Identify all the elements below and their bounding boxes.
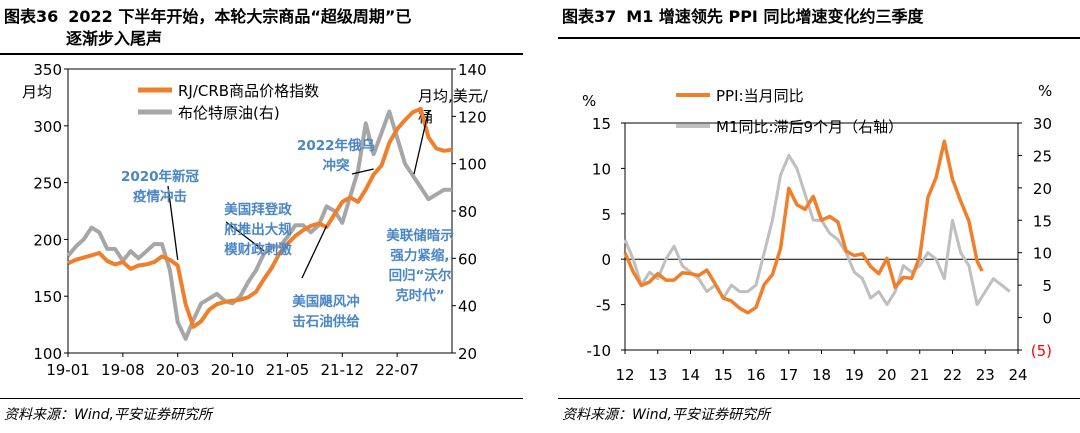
- annotation-text: 美国飓风冲: [292, 293, 360, 310]
- y-right-tick-label: 100: [458, 156, 487, 174]
- figure-title-left-line2: 逐渐步入尾声: [66, 29, 163, 48]
- title-divider-right: [558, 37, 1080, 39]
- figure-title-right-text: M1 增速领先 PPI 同比增速变化约三季度: [626, 7, 924, 26]
- x-tick-label: 20: [877, 366, 896, 384]
- annotation-leader: [413, 110, 430, 175]
- y-right-tick-label: 80: [458, 203, 477, 221]
- y-right-tick-label: 120: [458, 108, 487, 126]
- x-tick-label: 14: [681, 366, 700, 384]
- y-left-tick-label: -10: [587, 342, 612, 360]
- x-tick-label: 16: [746, 366, 765, 384]
- source-note-left: 资料来源：Wind,平安证券研究所: [4, 407, 212, 423]
- chart-panel-right: 图表37 M1 增速领先 PPI 同比增速变化约三季度 -10 -5 0 5 10 15 (5…: [558, 0, 1080, 433]
- x-tick-label: 13: [648, 366, 667, 384]
- annotation-text: 疫情冲击: [133, 188, 187, 205]
- x-tick-label: 12: [615, 366, 634, 384]
- crb-index-line: [67, 106, 453, 329]
- annotation-leader: [167, 185, 179, 260]
- x-tick-label: 24: [1008, 366, 1027, 384]
- y-left-tick-label: 150: [33, 288, 62, 306]
- y-right-tick-label: 20: [1033, 180, 1052, 198]
- y-right-tick-label: 0: [1042, 310, 1052, 328]
- legend-label-m1: M1同比:滞后9个月（右轴）: [716, 118, 903, 136]
- annotation-text: 模财政刺激: [224, 241, 292, 258]
- y-right-tick-label: 60: [458, 250, 477, 268]
- annotation-leader: [225, 221, 265, 252]
- source-divider-left: [0, 398, 523, 399]
- y-right-tick-label: 30: [1033, 115, 1052, 133]
- annotation-leader: [351, 168, 374, 175]
- y-right-axis-label: 月均,美元/: [418, 87, 489, 105]
- y-right-axis-label: %: [1038, 82, 1052, 100]
- x-tick-label: 19-08: [101, 361, 145, 379]
- ppi-line: [623, 139, 984, 315]
- plot-frame: [624, 122, 1019, 351]
- y-left-tick-label: 15: [592, 115, 611, 133]
- annotation-text: 2020年新冠: [121, 168, 200, 185]
- x-tick-label: 17: [779, 366, 798, 384]
- figure-number-right: 图表37: [562, 7, 617, 26]
- y-left-tick-label: 250: [33, 175, 62, 193]
- annotation-text: 美国拜登政: [224, 201, 292, 218]
- x-tick-label: 15: [714, 366, 733, 384]
- x-tick-label: 22: [943, 366, 962, 384]
- legend-label-ppi: PPI:当月同比: [716, 87, 804, 105]
- annotation-text: 击石油供给: [292, 313, 360, 330]
- x-tick-label: 19-01: [46, 361, 90, 379]
- annotation-text: 2022年俄乌: [297, 137, 375, 154]
- y-left-axis-label: %: [582, 92, 596, 110]
- chart-panel-left: 图表36 2022 下半年开始，本轮大宗商品“超级周期”已 逐渐步入尾声 100 1…: [0, 0, 523, 433]
- legend-label-brent: 布伦特原油(右): [178, 104, 280, 122]
- annotation-text: 强力紧缩,: [390, 247, 449, 264]
- annotation-text: 冲突: [323, 157, 350, 174]
- figure-title-left: 图表36 2022 下半年开始，本轮大宗商品“超级周期”已 逐渐步入尾声: [4, 6, 411, 50]
- y-left-tick-label: 200: [33, 231, 62, 249]
- source-note-right: 资料来源：Wind,平安证券研究所: [562, 407, 770, 423]
- figure-title-right: 图表37 M1 增速领先 PPI 同比增速变化约三季度: [562, 6, 923, 28]
- annotation-text: 回归“沃尔: [389, 267, 452, 284]
- figure-number-left: 图表36: [4, 7, 59, 26]
- x-tick-label: 19: [845, 366, 864, 384]
- y-left-tick-label: 300: [33, 118, 62, 136]
- m1-line: [623, 153, 1011, 307]
- y-right-tick-label: 5: [1042, 277, 1052, 295]
- annotation-text: 克时代”: [395, 287, 444, 304]
- y-right-tick-label: 140: [458, 61, 487, 79]
- title-divider-left: [0, 53, 523, 55]
- x-tick-label: 23: [976, 366, 995, 384]
- y-right-tick-label: 10: [1033, 245, 1052, 263]
- y-right-tick-label: (5): [1031, 342, 1052, 360]
- y-left-tick-label: 5: [601, 206, 611, 224]
- y-left-tick-label: 10: [592, 160, 611, 178]
- x-tick-label: 20-03: [156, 361, 200, 379]
- x-tick-label: 21-12: [320, 361, 364, 379]
- brent-oil-line: [66, 109, 452, 341]
- legend-label-crb: RJ/CRB商品价格指数: [178, 82, 319, 100]
- y-right-tick-label: 20: [458, 345, 477, 363]
- y-left-tick-label: 100: [33, 345, 62, 363]
- y-left-axis-label: 月均: [22, 83, 52, 101]
- commodity-oil-chart: 100 150 200 250 300 350 20 40 60 80 100 120 140 19-01…: [22, 61, 489, 379]
- ppi-m1-chart: -10 -5 0 5 10 15 (5) 0 5 10 15 20 25 30 12 13 14 15 16 17 18…: [582, 82, 1052, 384]
- x-tick-label: 21: [910, 366, 929, 384]
- annotation-leader: [301, 225, 328, 279]
- y-right-tick-label: 40: [458, 298, 477, 316]
- y-left-tick-label: -5: [596, 297, 611, 315]
- x-tick-label: 21-05: [266, 361, 310, 379]
- y-right-tick-label: 25: [1033, 147, 1052, 165]
- source-divider-right: [558, 398, 1080, 399]
- annotation-text: 美联储暗示: [386, 227, 454, 244]
- x-tick-label: 18: [812, 366, 831, 384]
- x-tick-label: 22-07: [375, 361, 419, 379]
- annotation-text: 府推出大规: [224, 221, 292, 238]
- y-right-tick-label: 15: [1033, 212, 1052, 230]
- y-left-tick-label: 350: [33, 61, 62, 79]
- y-left-tick-label: 0: [601, 251, 611, 269]
- figure-title-left-line1: 2022 下半年开始，本轮大宗商品“超级周期”已: [68, 7, 412, 26]
- x-tick-label: 20-10: [211, 361, 255, 379]
